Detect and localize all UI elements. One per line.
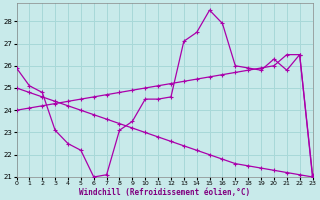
- X-axis label: Windchill (Refroidissement éolien,°C): Windchill (Refroidissement éolien,°C): [79, 188, 250, 197]
